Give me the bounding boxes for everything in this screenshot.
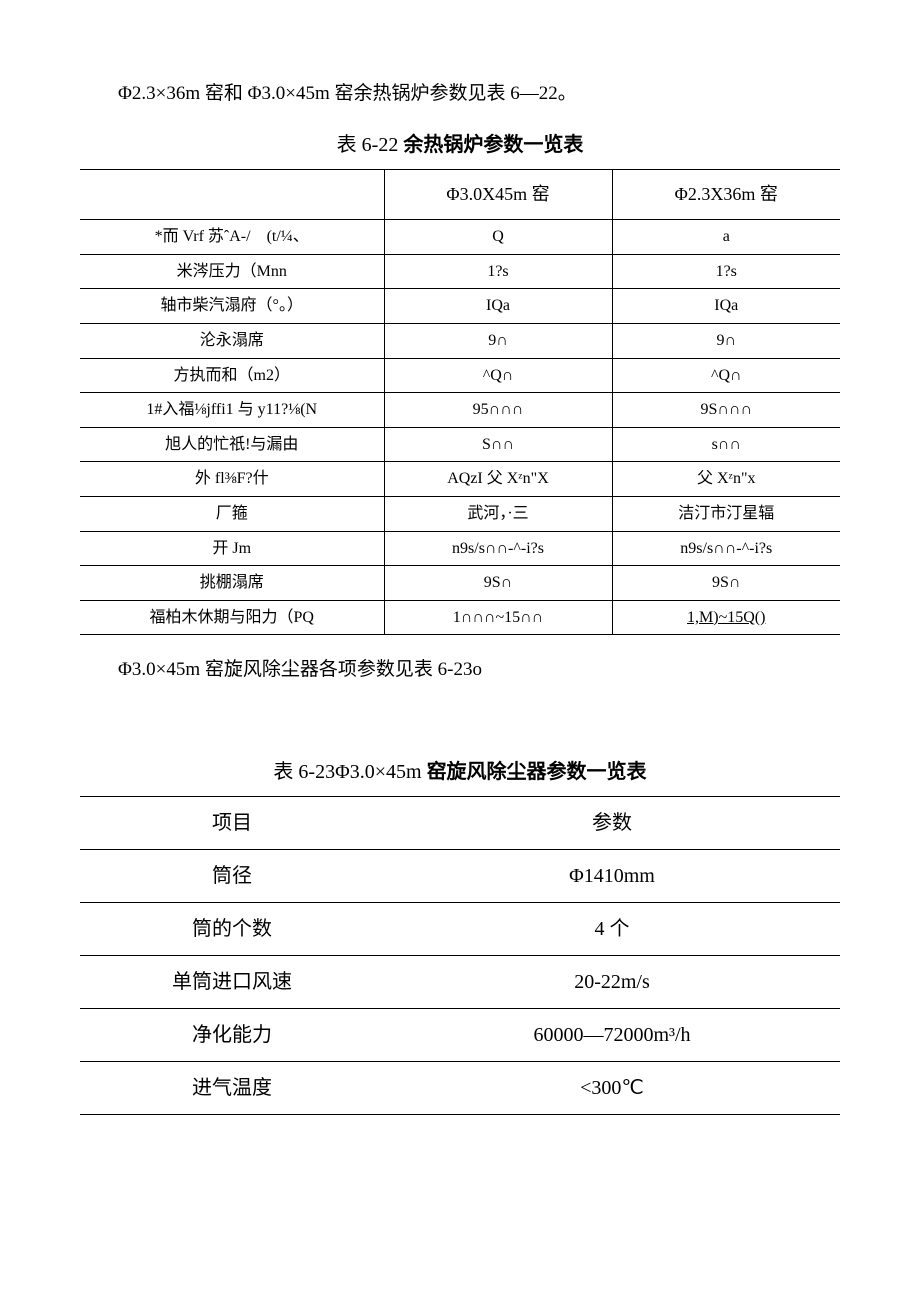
cell-label: 净化能力 [80,1008,384,1061]
cell-value: 武河，·三 [384,496,612,531]
cell-value: n9s/s∩∩-^-i?s [384,531,612,566]
cell-value: IQa [384,289,612,324]
cell-value: 9S∩ [384,566,612,601]
cell-value: 20-22m/s [384,955,840,1008]
table-row: 方执而和（m2）^Q∩^Q∩ [80,358,840,393]
table-row: 外 fl⅜F?什AQzI 父 Xᶻn"X父 Xᶻn"x [80,462,840,497]
cell-label: 筒径 [80,849,384,902]
table-6-23-caption: 表 6-23Φ3.0×45m 窑旋风除尘器参数一览表 [80,756,840,788]
cell-value: 60000—72000m³/h [384,1008,840,1061]
cell-value: 1?s [612,254,840,289]
cell-label: 开 Jm [80,531,384,566]
table-row: 净化能力60000—72000m³/h [80,1008,840,1061]
table-row: 福柏木休期与阳力（PQ1∩∩∩~15∩∩1,M)~15Q() [80,600,840,635]
cell-label: 沦永溻席 [80,323,384,358]
header-empty [80,170,384,220]
cell-value: S∩∩ [384,427,612,462]
table-row: 米涔压力（Mnn1?s1?s [80,254,840,289]
cell-value: Q [384,220,612,255]
table-row: 挑棚溻席9S∩9S∩ [80,566,840,601]
table-row: 进气温度<300℃ [80,1061,840,1114]
cell-value: <300℃ [384,1061,840,1114]
cell-value: 95∩∩∩ [384,393,612,428]
table-header-row: Φ3.0X45m 窑 Φ2.3X36m 窑 [80,170,840,220]
header-col2: Φ3.0X45m 窑 [384,170,612,220]
table-row: 沦永溻席9∩9∩ [80,323,840,358]
table-row: 1#入福⅛jffi1 与 y11?⅛(N95∩∩∩9S∩∩∩ [80,393,840,428]
cell-value: 参数 [384,796,840,849]
cell-value: ^Q∩ [612,358,840,393]
caption-prefix: 表 6-22 [337,134,404,156]
cell-label: 外 fl⅜F?什 [80,462,384,497]
header-col3: Φ2.3X36m 窑 [612,170,840,220]
table-6-23: 项目参数筒径Φ1410mm筒的个数4 个单筒进口风速20-22m/s净化能力60… [80,796,840,1115]
table-row: *而 Vrf 苏ˆA-/ (t/¼、Qa [80,220,840,255]
cell-value: 1?s [384,254,612,289]
cell-value: 1∩∩∩~15∩∩ [384,600,612,635]
table-row: 开 Jmn9s/s∩∩-^-i?sn9s/s∩∩-^-i?s [80,531,840,566]
cell-label: 厂箍 [80,496,384,531]
cell-label: 方执而和（m2） [80,358,384,393]
cell-label: 进气温度 [80,1061,384,1114]
cell-value: 9S∩ [612,566,840,601]
table-6-22-caption: 表 6-22 余热锅炉参数一览表 [80,129,840,161]
table-row: 厂箍武河，·三洁汀市汀星辐 [80,496,840,531]
cell-label: 1#入福⅛jffi1 与 y11?⅛(N [80,393,384,428]
cell-label: 米涔压力（Mnn [80,254,384,289]
table-row: 项目参数 [80,796,840,849]
cell-value: n9s/s∩∩-^-i?s [612,531,840,566]
cell-value: 9S∩∩∩ [612,393,840,428]
cell-label: 福柏木休期与阳力（PQ [80,600,384,635]
cell-value: AQzI 父 Xᶻn"X [384,462,612,497]
cell-label: 旭人的忙祇!与漏由 [80,427,384,462]
cell-value: 9∩ [612,323,840,358]
table-row: 筒径Φ1410mm [80,849,840,902]
table-row: 旭人的忙祇!与漏由S∩∩s∩∩ [80,427,840,462]
caption-bold: 余热锅炉参数一览表 [403,134,583,156]
cell-value: 1,M)~15Q() [612,600,840,635]
cell-value: Φ1410mm [384,849,840,902]
cell-label: 筒的个数 [80,902,384,955]
cell-value: s∩∩ [612,427,840,462]
cell-label: *而 Vrf 苏ˆA-/ (t/¼、 [80,220,384,255]
cell-value: a [612,220,840,255]
cell-value: 父 Xᶻn"x [612,462,840,497]
cell-value: 4 个 [384,902,840,955]
cell-value: 9∩ [384,323,612,358]
caption2-rest: Φ3.0×45m [335,761,426,783]
cell-value: 洁汀市汀星辐 [612,496,840,531]
table-row: 轴市柴汽溻府（°。）IQaIQa [80,289,840,324]
cell-label: 挑棚溻席 [80,566,384,601]
cell-value: ^Q∩ [384,358,612,393]
caption2-bold: 窑旋风除尘器参数一览表 [427,761,647,783]
caption2-prefix: 表 6-23 [273,761,335,783]
intro-text-1: Φ2.3×36m 窑和 Φ3.0×45m 窑余热锅炉参数见表 6—22。 [80,79,840,109]
table-row: 筒的个数4 个 [80,902,840,955]
cell-label: 轴市柴汽溻府（°。） [80,289,384,324]
table-row: 单筒进口风速20-22m/s [80,955,840,1008]
intro-text-2: Φ3.0×45m 窑旋风除尘器各项参数见表 6-23o [80,655,840,685]
table-6-22: Φ3.0X45m 窑 Φ2.3X36m 窑 *而 Vrf 苏ˆA-/ (t/¼、… [80,169,840,635]
cell-label: 项目 [80,796,384,849]
cell-label: 单筒进口风速 [80,955,384,1008]
cell-value: IQa [612,289,840,324]
